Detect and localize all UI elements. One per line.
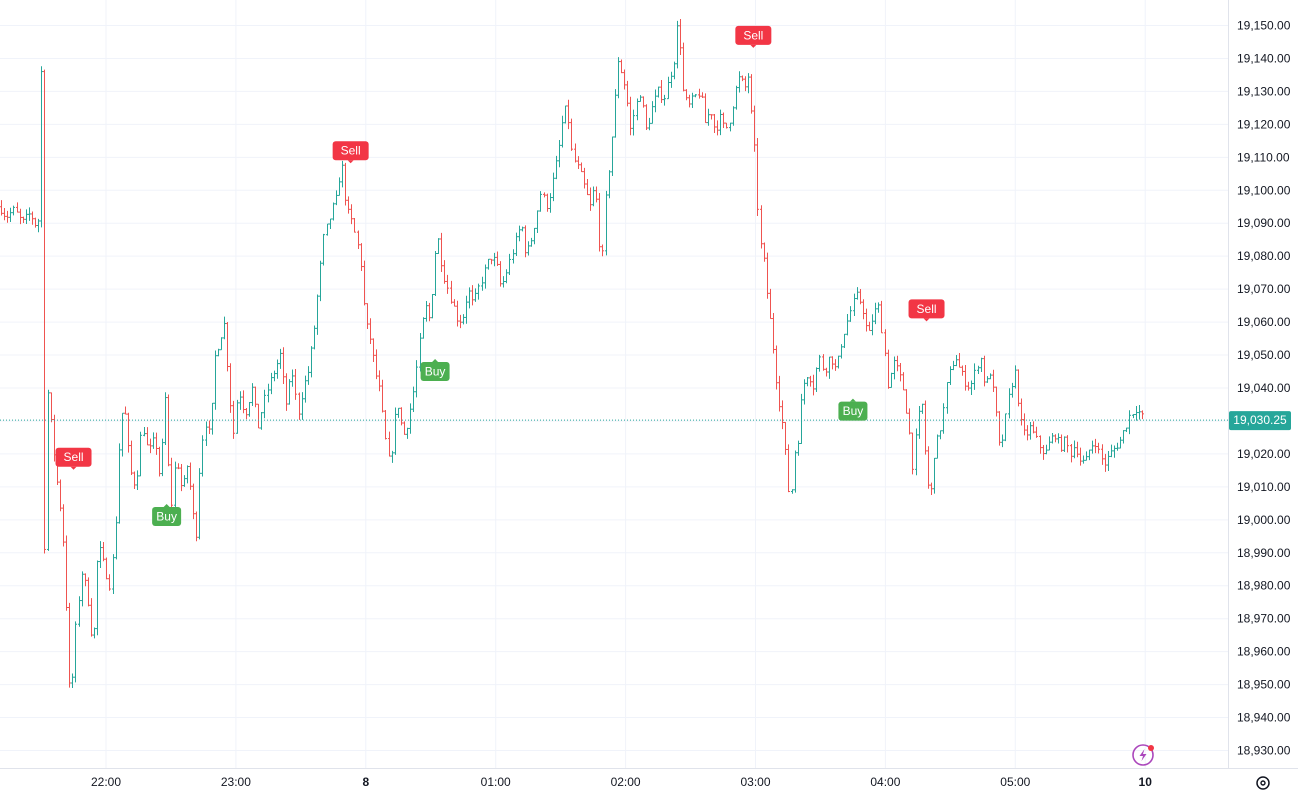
price-tick-label: 19,080.00: [1237, 249, 1291, 263]
sell-signal[interactable]: Sell: [55, 447, 92, 470]
sell-signal[interactable]: Sell: [908, 299, 945, 322]
price-tick-label: 18,950.00: [1237, 678, 1291, 692]
trade-signals: Sell Buy Sell Buy Sell Buy Sell: [55, 25, 945, 527]
price-tick-label: 18,930.00: [1237, 744, 1291, 758]
price-tick-label: 19,020.00: [1237, 447, 1291, 461]
time-axis[interactable]: 22:00 23:00 8 01:00 02:00 03:00 04:00 05:00 10: [91, 775, 1152, 789]
buy-signal[interactable]: Buy: [838, 398, 868, 421]
price-tick-label: 19,120.00: [1237, 117, 1291, 131]
price-tick-label: 19,100.00: [1237, 183, 1291, 197]
price-tick-label: 19,040.00: [1237, 381, 1291, 395]
buy-signal[interactable]: Buy: [420, 359, 450, 382]
signal-label: Sell: [743, 28, 763, 42]
signal-label: Sell: [64, 450, 84, 464]
price-tick-label: 18,960.00: [1237, 645, 1291, 659]
price-axis[interactable]: 19,150.00 19,140.00 19,130.00 19,120.00 19,1…: [1237, 19, 1291, 758]
time-tick-label: 03:00: [740, 775, 770, 789]
signal-label: Sell: [917, 302, 937, 316]
gear-icon[interactable]: [1256, 776, 1270, 790]
price-tick-label: 19,130.00: [1237, 84, 1291, 98]
price-tick-label: 18,990.00: [1237, 546, 1291, 560]
price-tick-label: 18,970.00: [1237, 612, 1291, 626]
time-tick-label: 02:00: [611, 775, 641, 789]
price-tick-label: 19,060.00: [1237, 315, 1291, 329]
time-tick-label: 10: [1139, 775, 1153, 789]
price-tick-label: 19,110.00: [1237, 150, 1290, 164]
signal-label: Buy: [843, 404, 864, 418]
time-tick-label: 01:00: [481, 775, 511, 789]
time-tick-label: 04:00: [870, 775, 900, 789]
current-price-badge: [1229, 411, 1291, 431]
price-tick-label: 19,050.00: [1237, 348, 1291, 362]
time-tick-label: 22:00: [91, 775, 121, 789]
signal-label: Sell: [341, 144, 361, 158]
current-price-label: 19,030.25: [1233, 413, 1287, 427]
buy-signal[interactable]: Buy: [152, 504, 182, 527]
sell-signal[interactable]: Sell: [332, 141, 369, 164]
lightning-icon[interactable]: [1132, 744, 1154, 766]
candles: [0, 19, 1144, 688]
time-tick-label: 23:00: [221, 775, 251, 789]
price-tick-label: 19,150.00: [1237, 19, 1291, 33]
signal-label: Buy: [156, 510, 177, 524]
grid-lines: [0, 0, 1228, 768]
price-tick-label: 19,000.00: [1237, 513, 1291, 527]
price-tick-label: 18,980.00: [1237, 579, 1291, 593]
price-tick-label: 19,090.00: [1237, 216, 1291, 230]
sell-signal[interactable]: Sell: [735, 25, 772, 48]
price-tick-label: 19,070.00: [1237, 282, 1291, 296]
signal-label: Buy: [425, 365, 446, 379]
time-tick-label: 8: [362, 775, 369, 789]
price-tick-label: 19,140.00: [1237, 51, 1291, 65]
price-tick-label: 19,010.00: [1237, 480, 1291, 494]
price-tick-label: 18,940.00: [1237, 711, 1291, 725]
time-tick-label: 05:00: [1000, 775, 1030, 789]
